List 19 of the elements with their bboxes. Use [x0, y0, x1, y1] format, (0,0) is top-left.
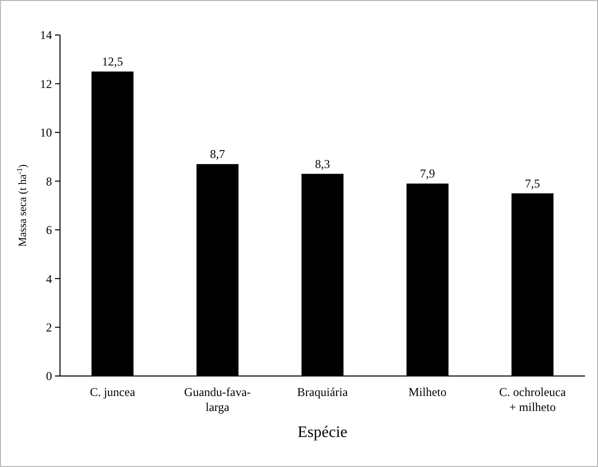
y-tick-label: 14	[40, 28, 52, 42]
data-label: 8,3	[315, 156, 330, 171]
data-label: 8,7	[210, 147, 225, 162]
y-tick-label: 0	[46, 369, 52, 384]
y-tick-label: 10	[40, 126, 52, 140]
y-tick-label: 8	[46, 174, 52, 188]
x-tick-label: C. ochroleuca + milheto	[499, 385, 566, 414]
y-tick-label: 12	[40, 76, 52, 91]
x-tick-label: C. juncea	[90, 385, 136, 399]
y-tick-label: 6	[46, 223, 52, 238]
data-label: 7,5	[525, 176, 540, 190]
data-label: 7,9	[420, 166, 435, 181]
x-axis-title: Espécie	[298, 424, 348, 441]
y-tick-label: 4	[46, 272, 52, 286]
data-label: 12,5	[102, 54, 123, 69]
x-tick-label: Guandu-fava-larga	[184, 385, 251, 414]
x-tick-label: Braquiária	[297, 385, 348, 399]
x-tick-label: Milheto	[408, 385, 446, 399]
y-tick-label: 2	[46, 320, 52, 334]
